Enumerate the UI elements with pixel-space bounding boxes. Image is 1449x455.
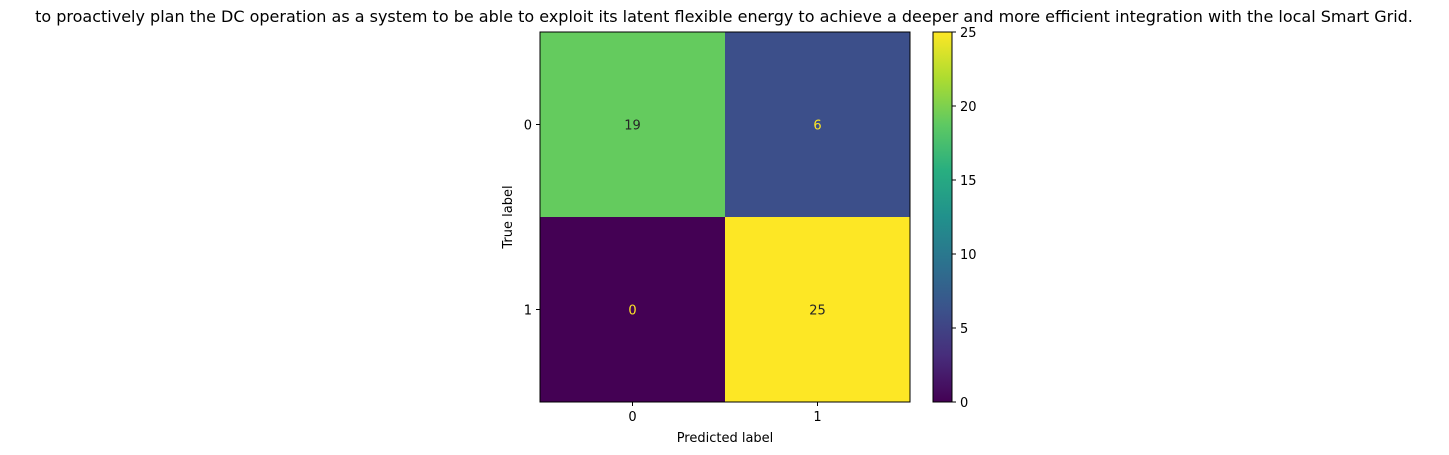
matrix-cell-0-1 bbox=[725, 32, 910, 217]
colorbar-tick-label-0: 0 bbox=[960, 396, 968, 411]
x-axis-label: Predicted label bbox=[677, 431, 774, 446]
chart-title: to proactively plan the DC operation as … bbox=[35, 7, 1413, 26]
matrix-cell-0-0 bbox=[540, 32, 725, 217]
cell-value-labels: 19 6 0 25 bbox=[624, 119, 826, 319]
colorbar-tick-label-5: 25 bbox=[960, 26, 977, 41]
matrix-cells bbox=[540, 32, 910, 402]
colorbar-tick-label-4: 20 bbox=[960, 100, 977, 115]
y-tick-label-1: 1 bbox=[524, 304, 532, 319]
y-axis-ticks: 01 bbox=[524, 119, 540, 319]
colorbar-tick-label-1: 5 bbox=[960, 322, 968, 337]
cell-value-1-1: 25 bbox=[809, 304, 826, 319]
colorbar bbox=[932, 31, 953, 403]
y-tick-label-0: 0 bbox=[524, 119, 532, 134]
cell-value-0-0: 19 bbox=[624, 119, 641, 134]
colorbar-ticks: 0 5 10 15 20 25 bbox=[952, 26, 977, 411]
y-axis-label: True label bbox=[501, 185, 516, 249]
colorbar-tick-label-3: 15 bbox=[960, 174, 977, 189]
matrix-cell-1-0 bbox=[540, 217, 725, 402]
x-tick-label-1: 1 bbox=[813, 410, 821, 425]
colorbar-tick-label-2: 10 bbox=[960, 248, 977, 263]
cell-value-1-0: 0 bbox=[628, 304, 636, 319]
x-tick-label-0: 0 bbox=[628, 410, 636, 425]
matrix-cell-1-1 bbox=[725, 217, 910, 402]
plot-frame bbox=[539, 31, 911, 403]
cell-value-0-1: 6 bbox=[813, 119, 821, 134]
